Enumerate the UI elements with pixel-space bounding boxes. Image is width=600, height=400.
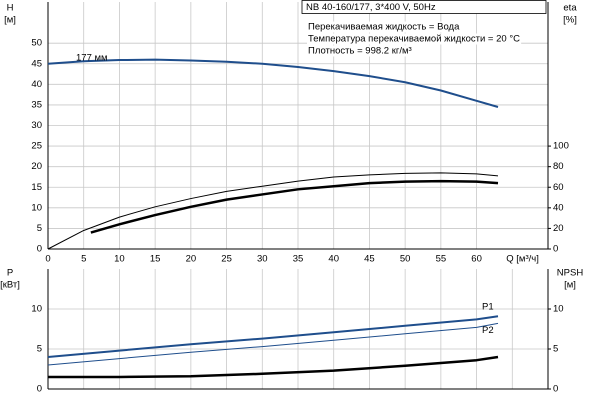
y2-axis-label: eta bbox=[563, 3, 577, 14]
annotation-bg bbox=[307, 33, 522, 45]
x-tick-label: 5 bbox=[81, 254, 86, 265]
y2-axis-label: NPSH bbox=[557, 268, 584, 279]
y2-tick-label: 0 bbox=[553, 244, 558, 255]
x-axis-label: Q [м³/ч] bbox=[506, 254, 539, 265]
x-tick-label: 15 bbox=[150, 254, 161, 265]
y-tick-label: 40 bbox=[31, 79, 42, 90]
x-tick-label: 50 bbox=[400, 254, 411, 265]
x-tick-label: 30 bbox=[257, 254, 268, 265]
series-line bbox=[47, 58, 499, 108]
annotation-bg bbox=[307, 21, 462, 33]
y2-tick-label: 20 bbox=[553, 223, 564, 234]
chart-title: NB 40-160/177, 3*400 V, 50Hz bbox=[306, 2, 436, 13]
y2-tick-label: 0 bbox=[553, 384, 558, 395]
annotation: Плотность = 998.2 кг/м³ bbox=[308, 46, 412, 57]
y2-axis-label: [м] bbox=[564, 280, 576, 291]
y-tick-label: 20 bbox=[31, 161, 42, 172]
y-tick-label: 10 bbox=[31, 304, 42, 315]
y-axis-label: P bbox=[7, 268, 13, 279]
y-axis-label: H bbox=[7, 3, 14, 14]
y-tick-label: 30 bbox=[31, 120, 42, 131]
y2-tick-label: 5 bbox=[553, 344, 558, 355]
x-tick-label: 20 bbox=[186, 254, 197, 265]
series-label: P1 bbox=[482, 302, 494, 313]
y-tick-label: 35 bbox=[31, 99, 42, 110]
y2-tick-label: 60 bbox=[553, 182, 564, 193]
y-tick-label: 0 bbox=[37, 384, 42, 395]
series-line bbox=[47, 172, 499, 250]
title-box bbox=[301, 0, 547, 14]
annotation: Перекачиваемая жидкость = Вода bbox=[308, 22, 460, 33]
y-tick-label: 10 bbox=[31, 202, 42, 213]
y-tick-label: 5 bbox=[37, 223, 42, 234]
y-tick-label: 45 bbox=[31, 58, 42, 69]
series-label: 177 мм bbox=[76, 52, 108, 63]
x-tick-label: 40 bbox=[328, 254, 339, 265]
series-label: P2 bbox=[482, 325, 494, 336]
series-line bbox=[47, 315, 499, 358]
annotation: Температура перекачиваемой жидкости = 20… bbox=[308, 34, 520, 45]
x-tick-label: 35 bbox=[293, 254, 304, 265]
y2-tick-label: 80 bbox=[553, 161, 564, 172]
y2-axis-label: [%] bbox=[563, 15, 577, 26]
y-axis-label: [м] bbox=[4, 15, 16, 26]
y-tick-label: 5 bbox=[37, 344, 42, 355]
y2-tick-label: 100 bbox=[553, 141, 569, 152]
y-axis-label: [кВт] bbox=[0, 280, 20, 291]
x-tick-label: 45 bbox=[364, 254, 375, 265]
series-line bbox=[48, 355, 499, 379]
y-tick-label: 0 bbox=[37, 244, 42, 255]
y-tick-label: 50 bbox=[31, 38, 42, 49]
x-tick-label: 10 bbox=[114, 254, 125, 265]
series-line bbox=[47, 322, 499, 366]
y-tick-label: 25 bbox=[31, 141, 42, 152]
y2-tick-label: 40 bbox=[553, 202, 564, 213]
y-tick-label: 15 bbox=[31, 182, 42, 193]
x-tick-label: 60 bbox=[471, 254, 482, 265]
x-tick-label: 25 bbox=[221, 254, 232, 265]
x-tick-label: 55 bbox=[436, 254, 447, 265]
y2-tick-label: 10 bbox=[553, 304, 564, 315]
series-line bbox=[90, 179, 499, 234]
x-tick-label: 0 bbox=[45, 254, 50, 265]
annotation-bg bbox=[307, 45, 413, 57]
